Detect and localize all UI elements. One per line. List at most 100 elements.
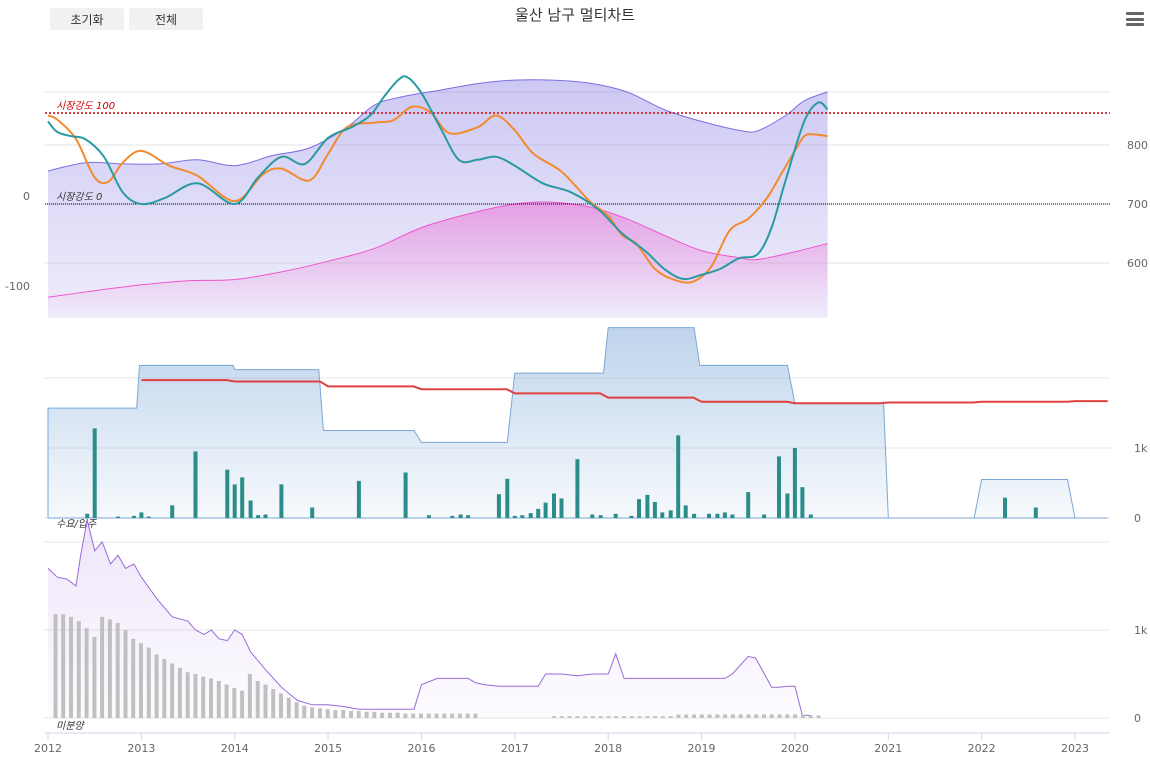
supply-bar — [193, 451, 198, 518]
series-teal-line — [47, 75, 829, 281]
supply-bar — [512, 515, 517, 518]
supply-bar — [645, 494, 650, 518]
unsold-bar — [193, 674, 198, 718]
supply-bar — [248, 500, 253, 518]
unsold-bar — [559, 716, 564, 718]
supply-bar — [310, 507, 315, 518]
supply-bar — [505, 478, 510, 518]
unsold-bar — [294, 702, 299, 718]
show-all-button[interactable]: 전체 — [129, 8, 203, 30]
supply-bar — [170, 505, 175, 518]
unsold-bar — [800, 714, 805, 718]
right-axis-tick-label: 700 — [1127, 198, 1148, 211]
unsold-bar — [224, 684, 229, 718]
supply-bar — [800, 487, 805, 518]
left-axis-tick-label: -100 — [5, 280, 30, 293]
right-axis-tick-label: 0 — [1134, 712, 1141, 725]
supply-bar — [746, 492, 751, 518]
unsold-bar — [629, 716, 634, 718]
unsold-bar — [387, 712, 392, 718]
supply-bar — [85, 513, 90, 518]
panel-label-supply: 수요/입주 — [56, 518, 97, 530]
unsold-bar — [123, 630, 128, 718]
unsold-bar — [434, 713, 439, 718]
unsold-bar — [793, 714, 798, 718]
unsold-bar — [76, 621, 81, 718]
unsold-bar — [154, 654, 159, 718]
unsold-bar — [131, 638, 136, 718]
supply-bar — [785, 493, 790, 518]
supply-bar — [256, 515, 261, 518]
unsold-bar — [201, 676, 206, 718]
supply-bar — [762, 514, 767, 518]
unsold-bar — [808, 715, 813, 718]
unsold-bar — [450, 713, 455, 718]
unsold-bar — [567, 716, 572, 718]
x-axis-tick-label: 2023 — [1061, 742, 1089, 755]
supply-bar — [722, 512, 727, 518]
plot-line-label: 시장강도 100 — [56, 100, 115, 112]
x-axis-tick-label: 2012 — [34, 742, 62, 755]
x-axis-tick-label: 2020 — [781, 742, 809, 755]
unsold-bar — [61, 614, 66, 718]
supply-bar — [707, 513, 711, 518]
x-axis-tick-label: 2019 — [688, 742, 716, 755]
lower-band-area — [48, 201, 828, 318]
x-axis-tick-label: 2015 — [314, 742, 342, 755]
x-axis-tick-label: 2016 — [407, 742, 435, 755]
supply-bar — [777, 456, 781, 518]
supply-bar — [225, 469, 230, 518]
unsold-bar — [372, 711, 377, 718]
chart-title: 울산 남구 멀티차트 — [515, 6, 635, 24]
unsold-bar — [715, 714, 720, 718]
supply-bar — [730, 514, 735, 518]
supply-bar — [403, 472, 408, 518]
hamburger-menu-icon[interactable] — [1126, 12, 1144, 26]
unsold-bar — [762, 714, 766, 718]
unsold-bar — [139, 643, 143, 718]
unsold-bar — [146, 647, 151, 718]
unsold-bar — [271, 689, 276, 718]
reset-zoom-button[interactable]: 초기화 — [50, 8, 124, 30]
unsold-bar — [653, 716, 658, 718]
x-axis-tick-label: 2014 — [221, 742, 249, 755]
unsold-bar — [442, 713, 447, 718]
plot-line-label: 시장강도 0 — [56, 191, 102, 203]
unsold-bar — [279, 693, 283, 718]
unsold-bar — [185, 672, 190, 718]
unsold-bar — [660, 716, 665, 718]
supply-bar — [528, 513, 533, 518]
unsold-bar — [465, 713, 470, 718]
unsold-bar — [333, 710, 338, 718]
supply-bar — [232, 484, 237, 518]
supply-bar — [466, 515, 471, 518]
unsold-bar — [286, 697, 291, 718]
supply-bar — [426, 515, 431, 518]
supply-area — [47, 327, 1108, 519]
unsold-bar — [255, 681, 260, 718]
unsold-bar — [325, 709, 330, 718]
unsold-bar — [209, 678, 213, 718]
supply-bar — [715, 513, 720, 518]
supply-bar — [1003, 497, 1007, 518]
unsold-bar — [92, 637, 97, 718]
x-axis-tick-label: 2021 — [874, 742, 902, 755]
supply-bar — [131, 515, 136, 518]
right-axis-tick-label: 600 — [1127, 257, 1148, 270]
supply-bar — [543, 502, 548, 518]
x-axis-tick-label: 2013 — [127, 742, 155, 755]
unsold-bar — [232, 688, 237, 718]
unsold-bar — [177, 667, 182, 718]
unsold-bar — [317, 708, 322, 718]
unsold-bar — [107, 619, 112, 718]
right-axis-tick-label: 1k — [1134, 624, 1148, 637]
unsold-bar — [170, 663, 175, 718]
x-axis-tick-label: 2022 — [968, 742, 996, 755]
supply-bar — [660, 512, 665, 518]
unsold-bar — [614, 716, 619, 718]
unsold-bar — [746, 714, 751, 718]
unsold-bar — [411, 713, 416, 718]
x-axis-tick-label: 2017 — [501, 742, 529, 755]
unsold-bar — [668, 716, 673, 718]
supply-bar — [356, 480, 361, 518]
